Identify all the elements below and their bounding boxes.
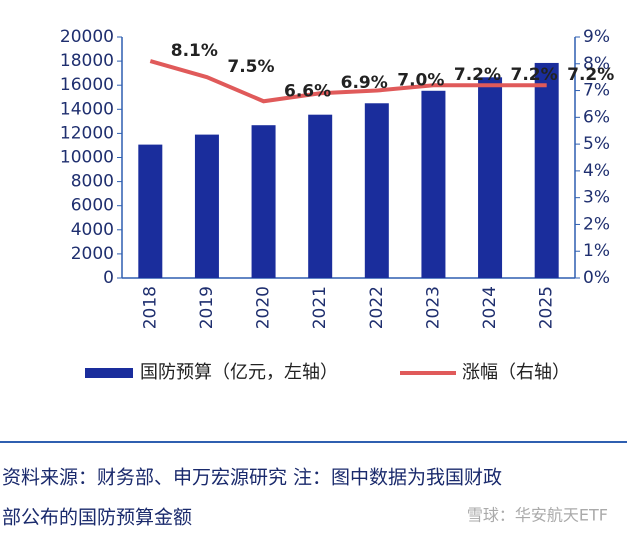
watermark: 雪球：华安航天ETF bbox=[467, 506, 608, 525]
value-label: 7.2% bbox=[510, 65, 557, 85]
x-tick-label: 2020 bbox=[254, 286, 274, 329]
value-label: 7.0% bbox=[397, 71, 444, 91]
bar bbox=[421, 90, 446, 279]
x-tick-label: 2019 bbox=[197, 286, 217, 329]
legend-label: 国防预算（亿元，左轴） bbox=[140, 362, 338, 383]
y-tick-label: 10000 bbox=[60, 148, 114, 168]
bar bbox=[251, 125, 276, 279]
y2-tick-label: 7% bbox=[583, 81, 610, 101]
y2-tick-label: 1% bbox=[583, 241, 610, 261]
y-tick-label: 4000 bbox=[71, 220, 114, 240]
y2-tick-label: 5% bbox=[583, 134, 610, 154]
legend-swatch bbox=[85, 368, 133, 378]
source-line: 部公布的国防预算金额 bbox=[2, 507, 192, 529]
y-tick-label: 0 bbox=[103, 268, 114, 288]
x-tick-label: 2023 bbox=[423, 286, 443, 329]
x-tick-label: 2018 bbox=[140, 286, 160, 329]
value-label: 6.9% bbox=[341, 73, 388, 93]
value-label: 7.5% bbox=[227, 57, 274, 77]
y-tick-label: 8000 bbox=[71, 172, 114, 192]
legend-label: 涨幅（右轴） bbox=[462, 362, 570, 383]
x-tick-label: 2021 bbox=[310, 286, 330, 329]
value-label: 6.6% bbox=[284, 81, 331, 101]
line bbox=[149, 59, 547, 104]
y2-tick-label: 0% bbox=[583, 268, 610, 288]
value-label: 7.2% bbox=[567, 65, 614, 85]
y-tick-label: 6000 bbox=[71, 196, 114, 216]
y-tick-label: 2000 bbox=[71, 244, 114, 264]
x-tick-label: 2024 bbox=[480, 286, 500, 329]
x-tick-label: 2022 bbox=[367, 286, 387, 329]
x-tick-label: 2025 bbox=[537, 286, 557, 329]
bar bbox=[534, 62, 559, 278]
value-label: 8.1% bbox=[171, 41, 218, 61]
bar bbox=[478, 77, 503, 278]
bar bbox=[308, 114, 333, 279]
bar bbox=[138, 144, 163, 278]
y2-tick-label: 4% bbox=[583, 161, 610, 181]
y2-tick-label: 9% bbox=[583, 27, 610, 47]
y-tick-label: 14000 bbox=[60, 99, 114, 119]
y2-tick-label: 8% bbox=[583, 54, 610, 74]
y-tick-label: 16000 bbox=[60, 75, 114, 95]
bar bbox=[364, 103, 389, 279]
source-line: 资料来源：财务部、申万宏源研究 注：图中数据为我国财政 bbox=[2, 467, 502, 489]
bar bbox=[194, 134, 219, 278]
value-label: 7.2% bbox=[454, 65, 501, 85]
y-tick-label: 12000 bbox=[60, 123, 114, 143]
y-tick-label: 20000 bbox=[60, 27, 114, 47]
y2-tick-label: 2% bbox=[583, 214, 610, 234]
y2-tick-label: 6% bbox=[583, 107, 610, 127]
y-tick-label: 18000 bbox=[60, 51, 114, 71]
y2-tick-label: 3% bbox=[583, 188, 610, 208]
